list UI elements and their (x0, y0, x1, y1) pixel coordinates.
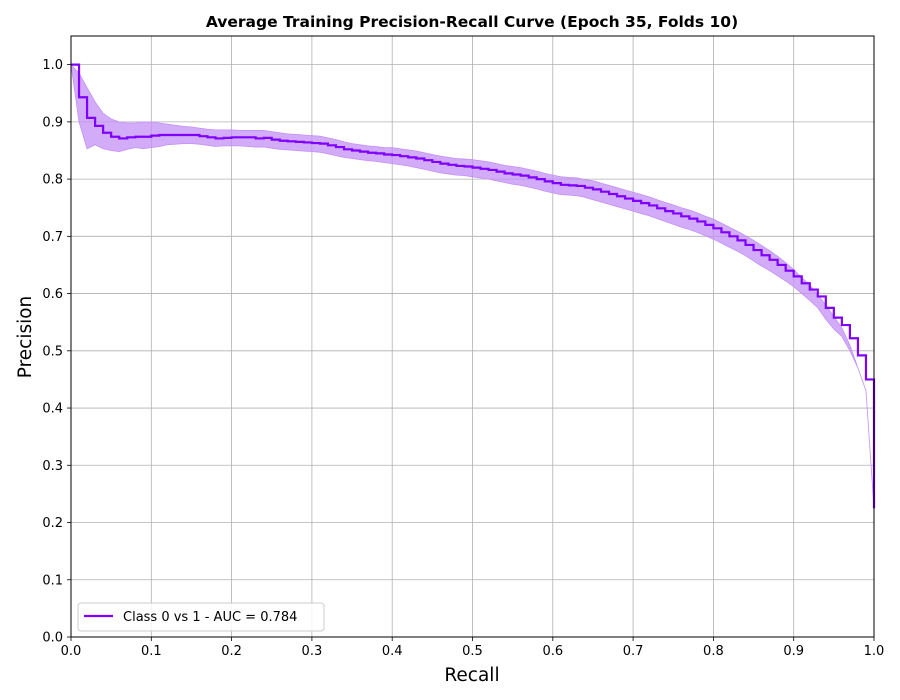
y-tick-label: 0.0 (42, 631, 63, 646)
y-tick-label: 0.6 (42, 287, 63, 302)
x-tick-label: 0.7 (623, 644, 644, 659)
series-0-line (71, 63, 876, 509)
y-tick-label: 0.2 (42, 516, 63, 531)
y-axis-ticks: 0.0 0.1 0.2 0.3 0.4 0.5 0.6 0.7 0.8 0.9 1.0 (42, 58, 71, 646)
x-tick-label: 0.0 (61, 644, 82, 659)
series-lines (71, 63, 876, 509)
y-tick-label: 0.4 (42, 402, 63, 417)
legend-label: Class 0 vs 1 - AUC = 0.784 (123, 610, 297, 625)
legend-box (77, 602, 325, 632)
y-axis-label: Precision (15, 296, 36, 379)
legend: Class 0 vs 1 - AUC = 0.784 (77, 602, 325, 632)
x-tick-label: 0.8 (703, 644, 724, 659)
y-tick-label: 0.7 (42, 230, 63, 245)
x-tick-label: 1.0 (864, 644, 885, 659)
x-axis-ticks: 0.0 0.1 0.2 0.3 0.4 0.5 0.6 0.7 0.8 0.9 1.0 (61, 637, 885, 659)
y-tick-label: 0.1 (42, 573, 63, 588)
x-tick-label: 0.1 (141, 644, 162, 659)
x-tick-label: 0.4 (382, 644, 403, 659)
x-tick-label: 0.5 (462, 644, 483, 659)
chart-title: Average Training Precision-Recall Curve … (206, 13, 738, 31)
y-tick-label: 0.3 (42, 459, 63, 474)
x-tick-label: 0.9 (783, 644, 804, 659)
y-tick-label: 0.9 (42, 115, 63, 130)
y-tick-label: 0.8 (42, 173, 63, 188)
x-tick-label: 0.2 (221, 644, 242, 659)
x-axis-label: Recall (444, 665, 499, 686)
y-tick-label: 1.0 (42, 58, 63, 73)
y-tick-label: 0.5 (42, 344, 63, 359)
x-tick-label: 0.6 (542, 644, 563, 659)
x-tick-label: 0.3 (302, 644, 323, 659)
